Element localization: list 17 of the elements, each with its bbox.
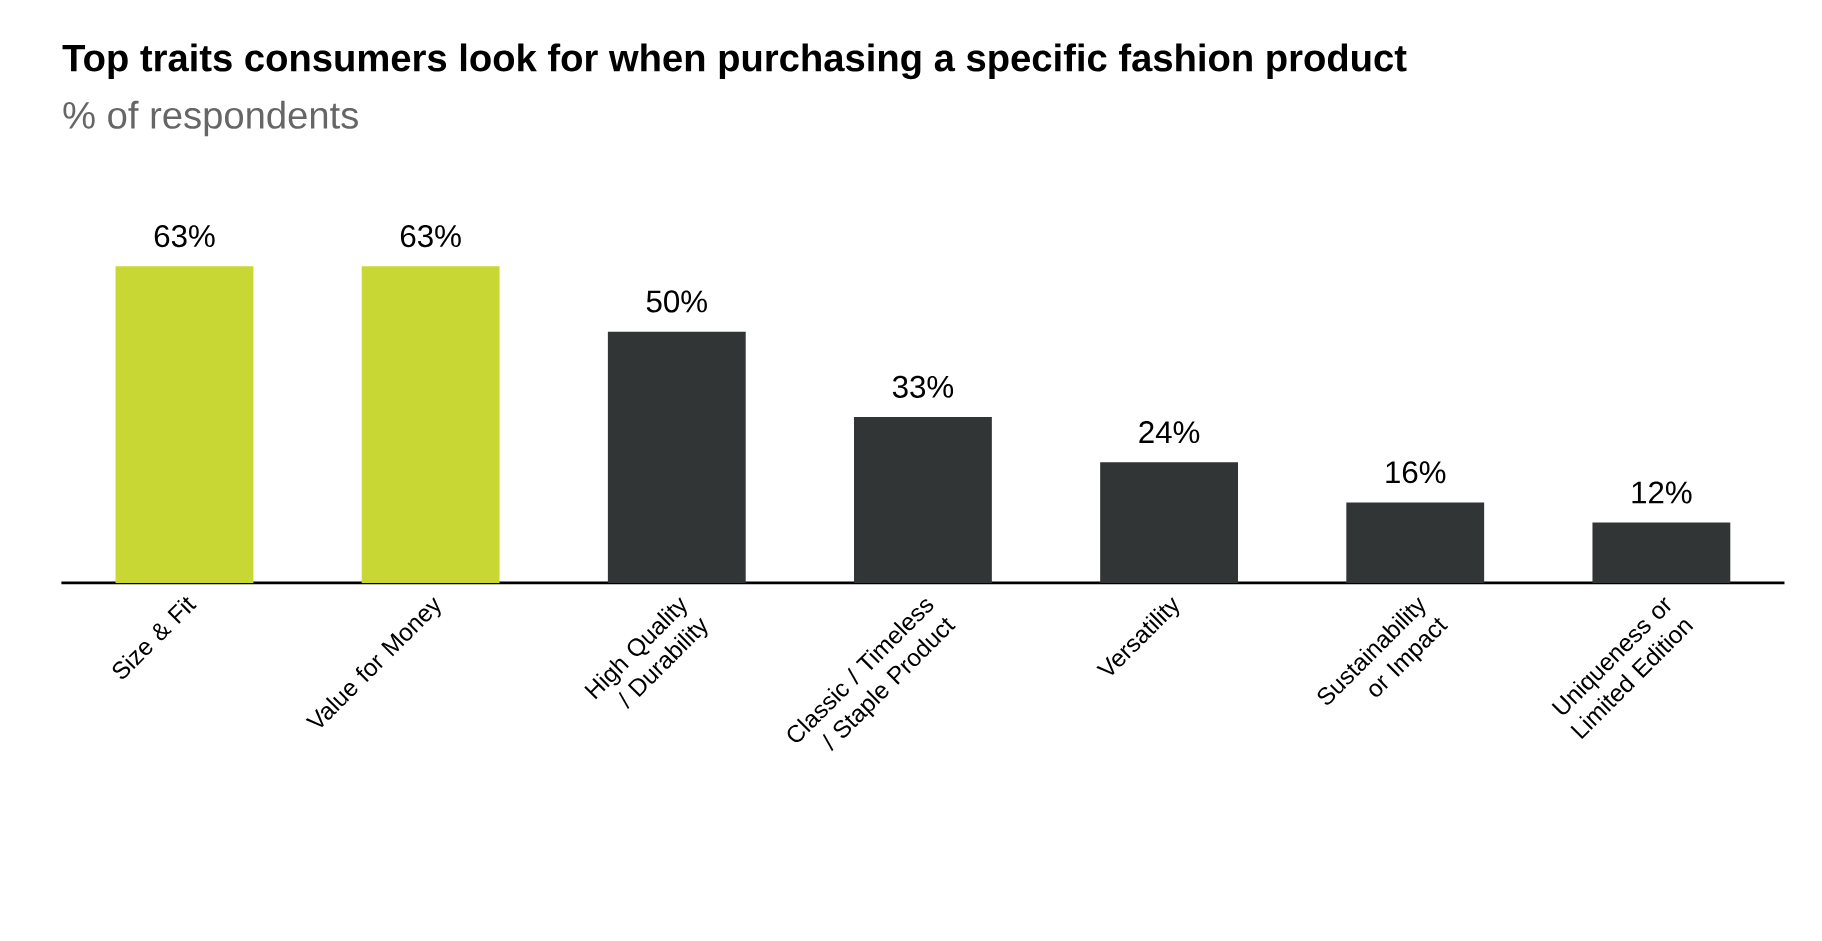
bar: [361, 266, 500, 584]
bar: [1100, 462, 1239, 584]
bar: [1346, 502, 1485, 584]
chart-title: Top traits consumers look for when purchasing a specific fashion product: [62, 43, 1407, 80]
data-label: 12%: [1632, 481, 1692, 504]
data-label: 33%: [892, 375, 954, 399]
data-label: 16%: [1386, 461, 1446, 484]
data-label: 50%: [646, 290, 707, 313]
bar: [1592, 522, 1731, 584]
data-label: 24%: [1139, 421, 1200, 444]
data-label: 63%: [400, 225, 461, 248]
bar: [854, 417, 992, 584]
data-label: 63%: [154, 225, 215, 248]
bar: [607, 331, 746, 584]
chart-subtitle: % of respondents: [63, 100, 358, 137]
bar: [115, 266, 254, 584]
x-tick-label: Size & Fit: [112, 597, 197, 680]
